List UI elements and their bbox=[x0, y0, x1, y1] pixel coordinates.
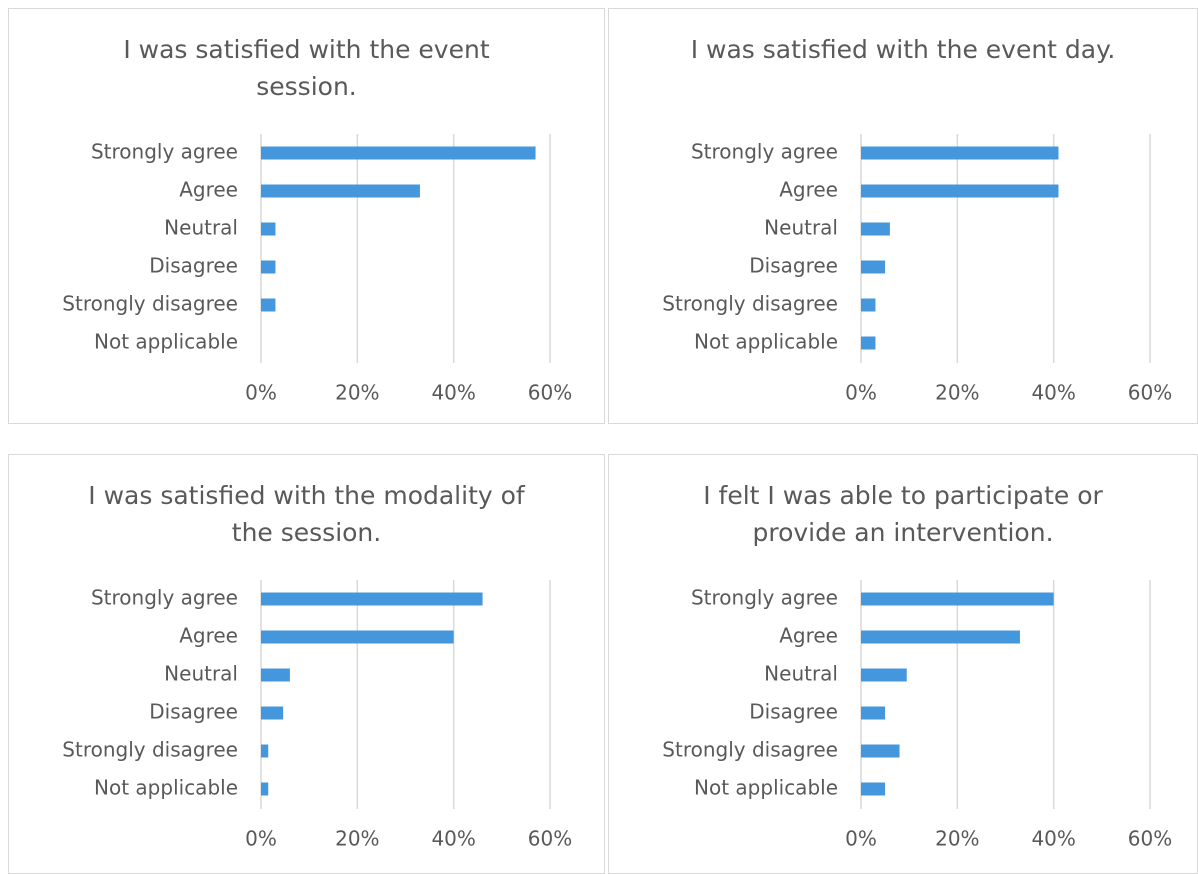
y-tick-label: Strongly disagree bbox=[62, 292, 238, 316]
y-tick-label: Disagree bbox=[149, 254, 238, 278]
plot: 0% 20% 40% 60% Strongly agree Agree Neutral Dis… bbox=[62, 134, 572, 405]
y-tick-label: Strongly disagree bbox=[62, 738, 238, 762]
x-tick-label: 0% bbox=[245, 827, 277, 851]
x-tick-label: 60% bbox=[528, 827, 572, 851]
y-tick-label: Strongly disagree bbox=[662, 292, 838, 316]
bar bbox=[861, 146, 1059, 160]
x-tick-label: 40% bbox=[431, 827, 475, 851]
y-tick-label: Not applicable bbox=[94, 776, 238, 800]
bar bbox=[261, 592, 483, 606]
bar bbox=[261, 706, 284, 720]
x-tick-label: 20% bbox=[935, 381, 979, 405]
y-tick-label: Disagree bbox=[149, 700, 238, 724]
x-tick-label: 60% bbox=[1128, 827, 1172, 851]
y-tick-label: Not applicable bbox=[694, 330, 838, 354]
bar bbox=[261, 260, 276, 274]
y-tick-label: Disagree bbox=[749, 254, 838, 278]
y-tick-label: Strongly agree bbox=[691, 140, 838, 164]
x-tick-label: 20% bbox=[935, 827, 979, 851]
chart-panel: I was satisfied with the modality of the… bbox=[8, 454, 605, 874]
y-tick-label: Disagree bbox=[749, 700, 838, 724]
x-tick-label: 20% bbox=[335, 381, 379, 405]
x-tick-label: 20% bbox=[335, 827, 379, 851]
x-tick-label: 0% bbox=[845, 381, 877, 405]
chart-panel: I was satisfied with the event day. 0% 20%… bbox=[608, 8, 1198, 424]
bar bbox=[261, 668, 290, 682]
y-tick-label: Agree bbox=[179, 178, 238, 202]
x-tick-label: 40% bbox=[431, 381, 475, 405]
bar bbox=[861, 184, 1059, 198]
bar bbox=[261, 630, 454, 644]
y-tick-label: Not applicable bbox=[694, 776, 838, 800]
y-tick-label: Neutral bbox=[164, 216, 238, 240]
bar bbox=[861, 336, 876, 350]
bar bbox=[861, 298, 876, 312]
x-tick-label: 60% bbox=[1128, 381, 1172, 405]
chart-title: I was satisfied with the event day. bbox=[690, 35, 1116, 64]
bar bbox=[261, 184, 420, 198]
chart-title: I felt I was able to participate or prov… bbox=[703, 481, 1103, 547]
y-tick-label: Neutral bbox=[764, 662, 838, 686]
bar bbox=[861, 668, 907, 682]
y-tick-label: Agree bbox=[179, 624, 238, 648]
chart-title: I was satisfied with the modality of the… bbox=[88, 481, 525, 547]
chart-panel: I felt I was able to participate or prov… bbox=[608, 454, 1198, 874]
bar bbox=[261, 222, 276, 236]
bar bbox=[861, 744, 900, 758]
y-tick-label: Neutral bbox=[764, 216, 838, 240]
x-tick-label: 40% bbox=[1031, 827, 1075, 851]
x-tick-label: 0% bbox=[245, 381, 277, 405]
bar bbox=[261, 298, 276, 312]
y-tick-label: Strongly agree bbox=[91, 140, 238, 164]
bar bbox=[861, 706, 886, 720]
x-tick-label: 0% bbox=[845, 827, 877, 851]
y-tick-label: Strongly disagree bbox=[662, 738, 838, 762]
bar bbox=[261, 146, 536, 160]
bar bbox=[861, 260, 886, 274]
y-tick-label: Strongly agree bbox=[91, 586, 238, 610]
bar bbox=[861, 782, 886, 796]
y-tick-label: Strongly agree bbox=[691, 586, 838, 610]
chart-title: I was satisfied with the event session. bbox=[123, 35, 490, 101]
y-tick-label: Agree bbox=[779, 178, 838, 202]
chart-panel: I was satisfied with the event session. 0… bbox=[8, 8, 605, 424]
y-tick-label: Not applicable bbox=[94, 330, 238, 354]
y-tick-label: Neutral bbox=[164, 662, 238, 686]
bar bbox=[261, 782, 269, 796]
y-tick-label: Agree bbox=[779, 624, 838, 648]
x-tick-label: 60% bbox=[528, 381, 572, 405]
bar bbox=[861, 222, 890, 236]
plot: 0% 20% 40% 60% Strongly agree Agree Neutral Dis… bbox=[62, 580, 572, 851]
bar bbox=[861, 630, 1020, 644]
bar bbox=[861, 592, 1054, 606]
x-tick-label: 40% bbox=[1031, 381, 1075, 405]
plot: 0% 20% 40% 60% Strongly agree Agree Neutral Dis… bbox=[662, 580, 1172, 851]
plot: 0% 20% 40% 60% Strongly agree Agree Neutral Dis… bbox=[662, 134, 1172, 405]
bar bbox=[261, 744, 269, 758]
